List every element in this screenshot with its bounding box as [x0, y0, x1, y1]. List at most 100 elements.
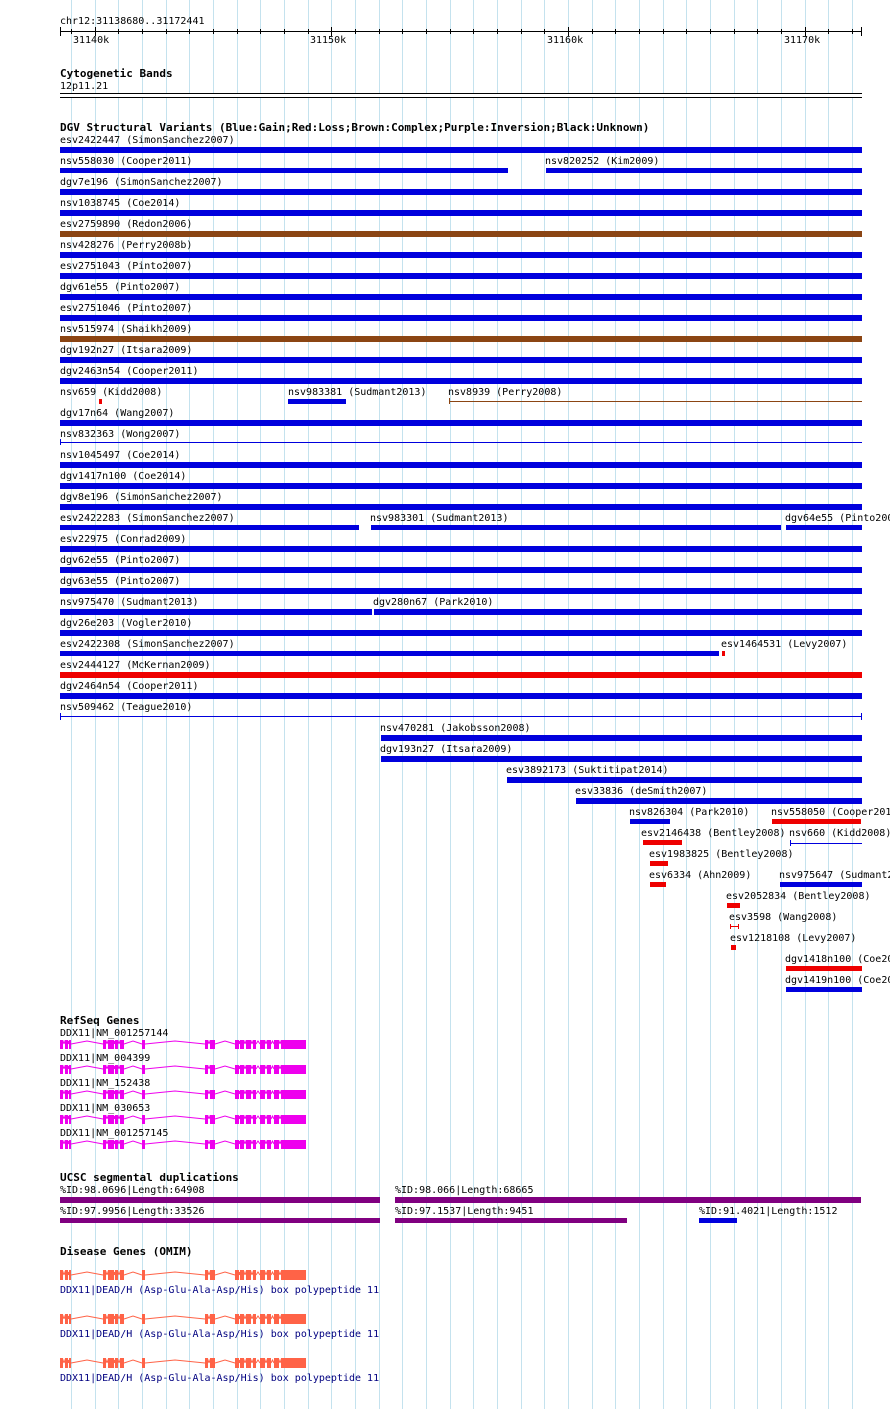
dgv-feature-bar[interactable]	[546, 168, 862, 173]
dgv-feature-bar[interactable]	[650, 861, 668, 866]
dgv-feature-bar[interactable]	[786, 987, 862, 992]
segdup-feature-label[interactable]: %ID:98.0696|Length:64908	[60, 1185, 205, 1196]
dgv-feature-label[interactable]: nsv983381 (Sudmant2013)	[288, 387, 427, 398]
dgv-feature-bar[interactable]	[772, 819, 861, 824]
dgv-feature-bar[interactable]	[780, 882, 862, 887]
dgv-feature-bar[interactable]	[99, 399, 102, 404]
dgv-feature-bar[interactable]	[650, 882, 666, 887]
dgv-feature-bar[interactable]	[60, 168, 508, 173]
dgv-feature-label[interactable]: esv2444127 (McKernan2009)	[60, 660, 211, 671]
dgv-feature-label[interactable]: dgv2463n54 (Cooper2011)	[60, 366, 199, 377]
dgv-feature-bar[interactable]	[288, 399, 346, 404]
dgv-feature-label[interactable]: nsv832363 (Wong2007)	[60, 429, 181, 440]
segdup-feature-bar[interactable]	[395, 1218, 627, 1223]
dgv-feature-label[interactable]: dgv192n27 (Itsara2009)	[60, 345, 193, 356]
dgv-feature-label[interactable]: esv2422308 (SimonSanchez2007)	[60, 639, 235, 650]
dgv-feature-bar[interactable]	[507, 777, 862, 783]
dgv-feature-label[interactable]: dgv7e196 (SimonSanchez2007)	[60, 177, 223, 188]
dgv-feature-label[interactable]: dgv17n64 (Wang2007)	[60, 408, 175, 419]
dgv-feature-line[interactable]	[60, 716, 862, 717]
refseq-transcript-label[interactable]: DDX11|NM_004399	[60, 1053, 151, 1064]
dgv-feature-bar[interactable]	[60, 546, 862, 552]
segdup-feature-bar[interactable]	[699, 1218, 737, 1223]
dgv-feature-bar[interactable]	[60, 336, 862, 342]
dgv-feature-line[interactable]	[60, 442, 862, 443]
dgv-feature-label[interactable]: nsv1045497 (Coe2014)	[60, 450, 181, 461]
dgv-feature-label[interactable]: esv2422447 (SimonSanchez2007)	[60, 135, 235, 146]
dgv-feature-label[interactable]: dgv8e196 (SimonSanchez2007)	[60, 492, 223, 503]
dgv-feature-line[interactable]	[790, 843, 862, 844]
dgv-feature-label[interactable]: nsv1038745 (Coe2014)	[60, 198, 181, 209]
dgv-feature-bar[interactable]	[60, 693, 862, 699]
refseq-transcript-label[interactable]: DDX11|NM_030653	[60, 1103, 151, 1114]
dgv-feature-label[interactable]: esv2052834 (Bentley2008)	[726, 891, 871, 902]
dgv-feature-bar[interactable]	[381, 735, 862, 741]
dgv-feature-bar[interactable]	[786, 525, 862, 530]
dgv-feature-label[interactable]: nsv975647 (Sudmant2013)	[779, 870, 890, 881]
dgv-feature-bar[interactable]	[60, 462, 862, 468]
dgv-feature-bar[interactable]	[60, 210, 862, 216]
dgv-feature-bar[interactable]	[722, 651, 725, 656]
dgv-feature-label[interactable]: esv1218108 (Levy2007)	[730, 933, 857, 944]
dgv-feature-label[interactable]: esv33836 (deSmith2007)	[575, 786, 708, 797]
dgv-feature-label[interactable]: esv2759890 (Redon2006)	[60, 219, 193, 230]
dgv-feature-bar[interactable]	[60, 651, 719, 656]
segdup-feature-bar[interactable]	[395, 1197, 861, 1203]
refseq-transcript-glyph[interactable]	[60, 1115, 306, 1124]
dgv-feature-bar[interactable]	[60, 504, 862, 510]
dgv-feature-label[interactable]: nsv826304 (Park2010)	[629, 807, 750, 818]
dgv-feature-label[interactable]: esv2751043 (Pinto2007)	[60, 261, 193, 272]
dgv-feature-bar[interactable]	[60, 273, 862, 279]
dgv-feature-label[interactable]: dgv64e55 (Pinto2007)	[785, 513, 890, 524]
dgv-feature-label[interactable]: dgv63e55 (Pinto2007)	[60, 576, 181, 587]
refseq-transcript-label[interactable]: DDX11|NM_001257145	[60, 1128, 169, 1139]
dgv-feature-bar[interactable]	[730, 926, 739, 927]
omim-feature-label[interactable]: DDX11|DEAD/H (Asp-Glu-Ala-Asp/His) box p…	[60, 1285, 380, 1296]
dgv-feature-label[interactable]: nsv558030 (Cooper2011)	[60, 156, 193, 167]
dgv-feature-label[interactable]: esv2146438 (Bentley2008)	[641, 828, 786, 839]
dgv-feature-bar[interactable]	[60, 483, 862, 489]
dgv-feature-bar[interactable]	[60, 672, 862, 678]
dgv-feature-label[interactable]: esv3892173 (Suktitipat2014)	[506, 765, 669, 776]
dgv-feature-bar[interactable]	[630, 819, 670, 824]
dgv-feature-label[interactable]: nsv975470 (Sudmant2013)	[60, 597, 199, 608]
refseq-transcript-label[interactable]: DDX11|NM_152438	[60, 1078, 151, 1089]
dgv-feature-label[interactable]: dgv62e55 (Pinto2007)	[60, 555, 181, 566]
dgv-feature-bar[interactable]	[60, 420, 862, 426]
segdup-feature-bar[interactable]	[60, 1197, 380, 1203]
refseq-transcript-glyph[interactable]	[60, 1065, 306, 1074]
dgv-feature-bar[interactable]	[60, 630, 862, 636]
omim-gene-glyph[interactable]	[60, 1314, 306, 1324]
dgv-feature-bar[interactable]	[60, 588, 862, 594]
dgv-feature-bar[interactable]	[60, 231, 862, 237]
refseq-transcript-glyph[interactable]	[60, 1090, 306, 1099]
refseq-transcript-label[interactable]: DDX11|NM_001257144	[60, 1028, 169, 1039]
segdup-feature-label[interactable]: %ID:91.4021|Length:1512	[699, 1206, 838, 1217]
dgv-feature-bar[interactable]	[60, 378, 862, 384]
dgv-feature-label[interactable]: dgv280n67 (Park2010)	[373, 597, 494, 608]
dgv-feature-label[interactable]: nsv509462 (Teague2010)	[60, 702, 193, 713]
omim-feature-label[interactable]: DDX11|DEAD/H (Asp-Glu-Ala-Asp/His) box p…	[60, 1373, 380, 1384]
ruler-axis[interactable]	[60, 31, 862, 32]
dgv-feature-bar[interactable]	[371, 525, 781, 530]
segdup-feature-label[interactable]: %ID:97.9956|Length:33526	[60, 1206, 205, 1217]
dgv-feature-label[interactable]: dgv1417n100 (Coe2014)	[60, 471, 187, 482]
dgv-feature-bar[interactable]	[643, 840, 682, 845]
dgv-feature-label[interactable]: dgv2464n54 (Cooper2011)	[60, 681, 199, 692]
dgv-feature-bar[interactable]	[60, 189, 862, 195]
dgv-feature-label[interactable]: nsv659 (Kidd2008)	[60, 387, 163, 398]
segdup-feature-bar[interactable]	[60, 1218, 380, 1223]
dgv-feature-bar[interactable]	[727, 903, 740, 908]
dgv-feature-label[interactable]: esv2422283 (SimonSanchez2007)	[60, 513, 235, 524]
cytoband-label[interactable]: 12p11.21	[60, 81, 109, 92]
dgv-feature-bar[interactable]	[60, 525, 359, 530]
dgv-feature-line[interactable]	[449, 401, 862, 402]
omim-gene-glyph[interactable]	[60, 1270, 306, 1280]
dgv-feature-label[interactable]: nsv660 (Kidd2008)	[789, 828, 890, 839]
dgv-feature-bar[interactable]	[731, 945, 736, 950]
omim-gene-glyph[interactable]	[60, 1358, 306, 1368]
dgv-feature-bar[interactable]	[374, 609, 862, 615]
dgv-feature-label[interactable]: dgv61e55 (Pinto2007)	[60, 282, 181, 293]
segdup-feature-label[interactable]: %ID:98.066|Length:68665	[395, 1185, 534, 1196]
omim-feature-label[interactable]: DDX11|DEAD/H (Asp-Glu-Ala-Asp/His) box p…	[60, 1329, 380, 1340]
